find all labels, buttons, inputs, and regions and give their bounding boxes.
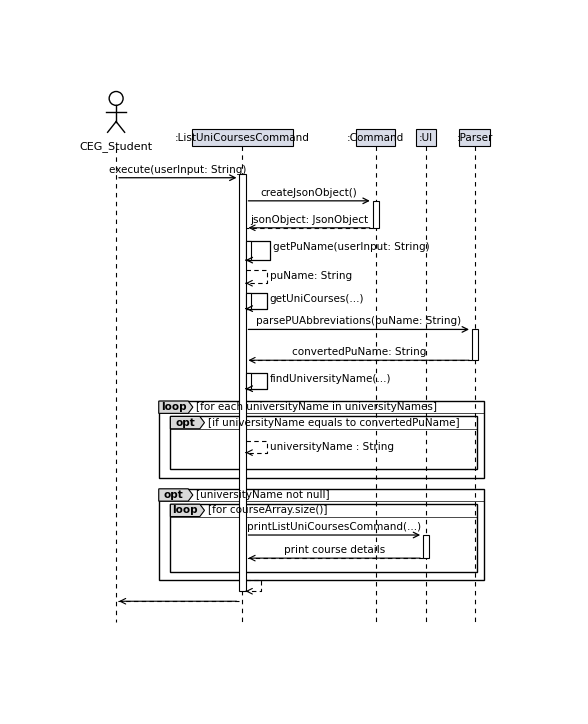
Polygon shape — [159, 489, 193, 501]
Bar — [246, 293, 251, 308]
Bar — [373, 201, 379, 228]
Text: getUniCourses(...): getUniCourses(...) — [269, 294, 364, 304]
Polygon shape — [171, 504, 205, 516]
Text: parsePUAbbreviations(puName: String): parsePUAbbreviations(puName: String) — [256, 316, 461, 327]
Text: [if universityName equals to convertedPuName]: [if universityName equals to convertedPu… — [208, 418, 459, 428]
Text: :ListUniCoursesCommand: :ListUniCoursesCommand — [175, 132, 310, 143]
Bar — [356, 129, 395, 146]
Text: print course details: print course details — [283, 545, 385, 555]
Bar — [246, 374, 251, 389]
Text: getPuName(userInput: String): getPuName(userInput: String) — [273, 242, 429, 252]
Text: :Parser: :Parser — [457, 132, 493, 143]
Bar — [159, 489, 485, 580]
Text: puName: String: puName: String — [269, 271, 352, 281]
Polygon shape — [171, 416, 205, 429]
Bar — [423, 535, 429, 558]
Bar — [459, 129, 490, 146]
Text: findUniversityName(...): findUniversityName(...) — [269, 374, 391, 384]
Bar — [171, 504, 476, 572]
Bar — [171, 416, 476, 469]
Text: loop: loop — [161, 403, 186, 412]
Text: universityName : String: universityName : String — [269, 442, 393, 452]
Polygon shape — [159, 401, 193, 413]
Bar — [472, 329, 478, 361]
Text: [universityName not null]: [universityName not null] — [196, 490, 330, 500]
Text: loop: loop — [172, 505, 198, 515]
Bar — [159, 401, 485, 478]
Text: execute(userInput: String): execute(userInput: String) — [109, 164, 246, 174]
Bar — [416, 129, 436, 146]
Text: convertedPuName: String: convertedPuName: String — [292, 347, 426, 357]
Bar — [239, 174, 246, 592]
Text: createJsonObject(): createJsonObject() — [260, 188, 358, 198]
Text: :UI: :UI — [419, 132, 433, 143]
Text: :Command: :Command — [347, 132, 405, 143]
Text: CEG_Student: CEG_Student — [79, 142, 153, 153]
Bar — [192, 129, 293, 146]
Text: [for courseArray.size()]: [for courseArray.size()] — [208, 505, 327, 515]
Bar — [246, 241, 251, 260]
Text: jsonObject: JsonObject: jsonObject: JsonObject — [250, 215, 368, 224]
Text: opt: opt — [163, 490, 183, 500]
Text: printListUniCoursesCommand(...): printListUniCoursesCommand(...) — [247, 522, 422, 532]
Text: opt: opt — [175, 418, 195, 428]
Text: [for each universityName in universityNames]: [for each universityName in universityNa… — [196, 403, 437, 412]
